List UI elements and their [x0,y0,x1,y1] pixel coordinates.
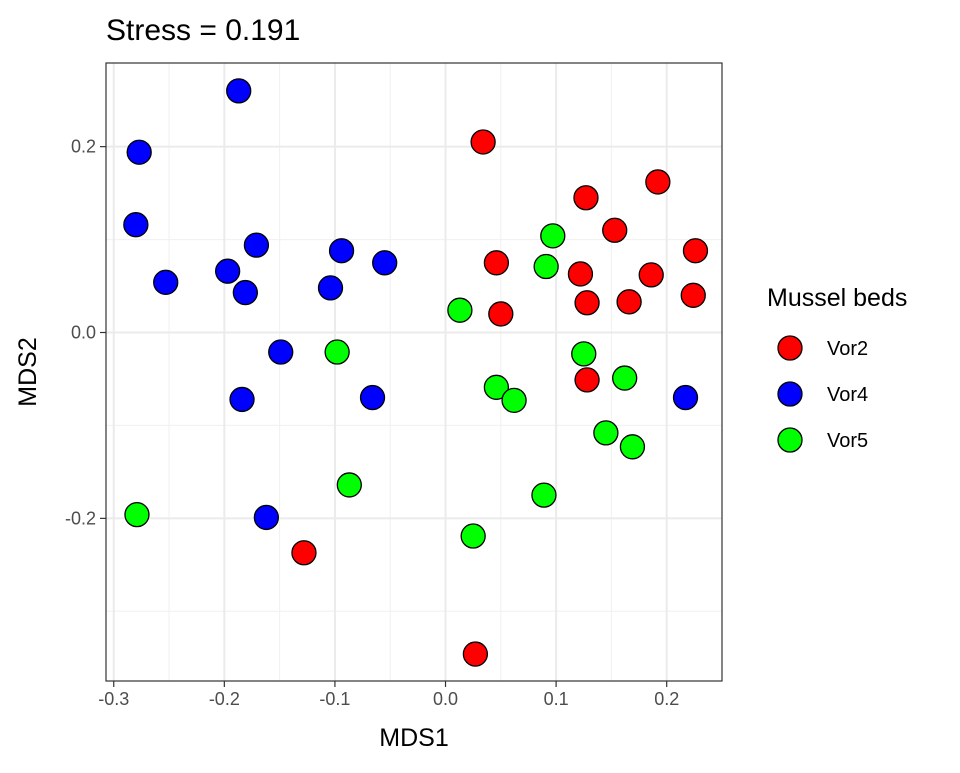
data-point [488,301,514,327]
legend-key [777,381,803,407]
data-point [540,223,566,249]
data-point [124,502,150,528]
data-point [533,253,559,280]
legend-label: Vor5 [827,430,868,452]
data-point [372,250,398,276]
series-vor5 [124,223,646,549]
data-point [324,339,350,365]
legend-item-vor2: Vor2 [777,335,868,361]
legend-item-vor5: Vor5 [777,427,868,453]
grid [106,63,722,681]
data-point [483,374,510,400]
data-point [593,420,619,446]
data-point [531,482,557,508]
data-point [126,139,152,165]
x-tick-label: 0.2 [654,689,679,709]
data-point [462,641,489,667]
data-point [336,472,362,498]
legend: Mussel beds Vor2 Vor4 Vor5 [767,284,907,453]
data-point [501,387,527,413]
panel-border [105,62,723,682]
legend-item-vor4: Vor4 [777,381,868,407]
x-tick-label: 0.1 [544,689,569,709]
data-point [602,217,628,243]
y-tick-label: -0.2 [65,508,96,528]
data-point [645,169,671,195]
data-point [573,185,599,211]
legend-label: Vor4 [827,384,868,406]
chart-title: Stress = 0.191 [106,14,300,47]
y-tick-label: 0.0 [71,323,96,343]
data-point [359,384,386,411]
data-point [470,129,496,155]
series-vor2 [291,129,709,667]
data-point [682,238,709,264]
data-point [253,504,280,531]
data-point [328,238,355,264]
x-tick-label: -0.2 [209,689,240,709]
data-point [619,434,646,460]
y-tick-label: 0.2 [71,137,96,157]
data-point [268,339,294,365]
data-point [483,250,510,276]
data-points [123,78,709,667]
x-tick-label: 0.0 [433,689,458,709]
legend-label: Vor2 [827,338,868,360]
data-point [571,341,597,367]
data-point [680,282,706,308]
series-vor4 [123,78,699,531]
data-point [567,261,594,287]
x-tick-label: -0.1 [319,689,350,709]
x-tick-label: -0.3 [98,689,129,709]
data-point [226,78,252,104]
data-point [317,275,344,301]
data-point [574,367,600,393]
data-point [574,290,600,316]
y-axis-label: MDS2 [14,337,42,406]
data-point [616,289,642,315]
legend-key [777,427,803,453]
data-point [291,540,317,566]
data-point [638,262,664,288]
data-point [672,384,699,411]
data-point [447,297,473,323]
legend-key [777,335,803,361]
axes: -0.3 -0.2 -0.1 0.0 0.1 0.2 -0.2 0.0 0.2 [65,137,679,709]
data-point [229,386,255,413]
legend-items: Vor2 Vor4 Vor5 [777,335,868,453]
data-point [232,279,258,306]
data-point [215,258,241,284]
data-point [153,269,179,295]
data-point [243,232,270,258]
legend-title: Mussel beds [767,284,907,312]
data-point [460,523,486,549]
x-axis-label: MDS1 [379,724,448,752]
data-point [123,212,149,238]
data-point [612,365,638,391]
